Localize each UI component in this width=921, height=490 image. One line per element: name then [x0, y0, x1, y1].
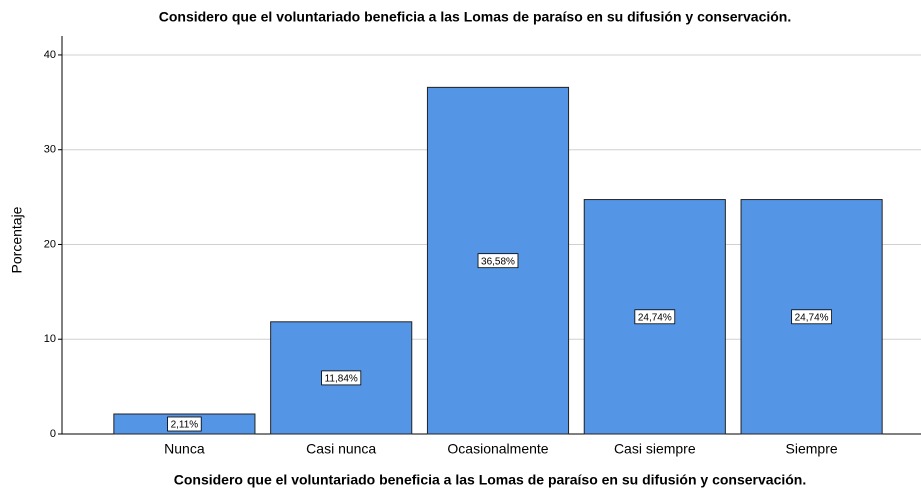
x-axis-label: Considero que el voluntariado beneficia …: [174, 472, 807, 488]
value-label-box: [321, 370, 362, 386]
value-label: 36,58%: [481, 256, 515, 267]
x-tick-label: Casi siempre: [614, 441, 696, 457]
y-tick-label: 10: [44, 333, 56, 345]
value-label: 24,74%: [638, 312, 672, 323]
y-tick-label: 30: [44, 144, 56, 156]
x-tick-label: Casi nunca: [306, 441, 376, 457]
x-tick-label: Siempre: [786, 441, 838, 457]
value-label-box: [791, 309, 832, 325]
value-label-box: [634, 309, 676, 325]
y-tick-label: 0: [50, 428, 56, 440]
y-tick-label: 40: [44, 49, 56, 61]
x-tick-label: Nunca: [164, 441, 205, 457]
y-tick-label: 20: [44, 238, 56, 250]
value-label: 24,74%: [795, 312, 829, 323]
y-axis-label: Porcentaje: [9, 206, 25, 273]
value-label: 11,84%: [325, 374, 358, 385]
value-label-box: [477, 253, 519, 269]
value-label-box: [167, 416, 202, 432]
chart-title: Considero que el voluntariado beneficia …: [159, 9, 792, 25]
x-tick-label: Ocasionalmente: [447, 441, 548, 457]
value-label: 2,11%: [171, 420, 199, 431]
